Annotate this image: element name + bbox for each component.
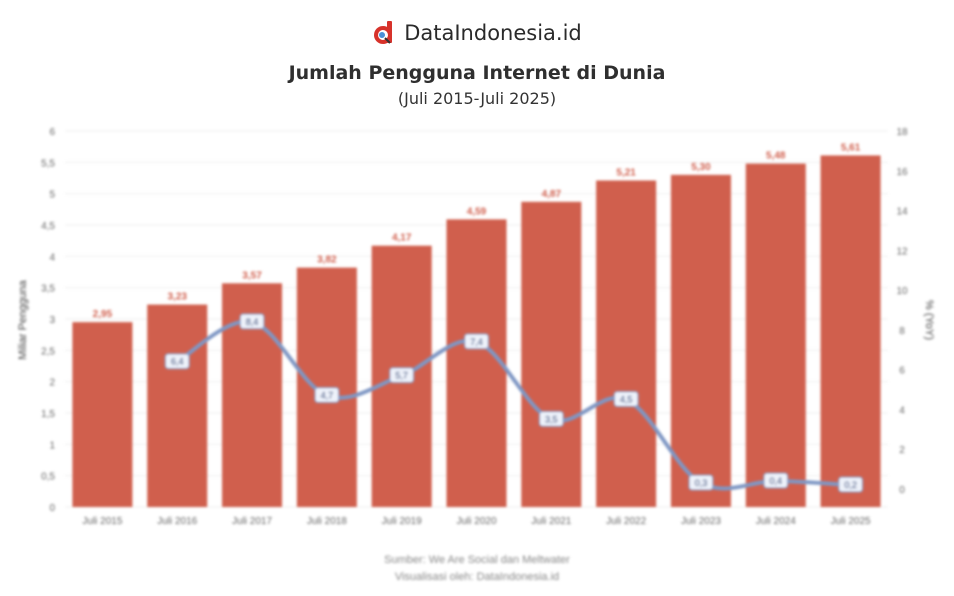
growth-line: [176, 319, 851, 491]
y-tick-label: 5: [49, 190, 55, 201]
bar: [745, 163, 806, 507]
x-tick-label: Juli 2024: [756, 516, 796, 527]
bar: [820, 155, 881, 507]
brand-header: DataIndonesia.id: [0, 20, 954, 46]
growth-point-label-box: [314, 387, 340, 404]
chart-subtitle: (Juli 2015-Juli 2025): [397, 89, 557, 108]
bar-value-label: 5,30: [691, 162, 711, 173]
y2-tick-label: 14: [896, 207, 908, 218]
growth-point-label: 7,4: [470, 337, 483, 347]
x-tick-label: Juli 2025: [831, 516, 871, 527]
x-tick-label: Juli 2023: [681, 516, 721, 527]
bar: [670, 174, 731, 507]
bar-value-label: 3,82: [317, 255, 337, 266]
x-tick-label: Juli 2019: [382, 516, 422, 527]
y-tick-label: 0: [49, 503, 55, 514]
growth-point-label: 0,4: [770, 476, 783, 486]
growth-point-label: 6,4: [171, 357, 184, 367]
y2-tick-label: 6: [899, 366, 905, 377]
bar: [521, 201, 582, 507]
dataindonesia-logo-icon: [374, 21, 393, 44]
x-tick-label: Juli 2022: [606, 516, 646, 527]
brand-name: DataIndonesia.id: [404, 21, 582, 45]
y2-tick-label: 18: [896, 127, 908, 138]
growth-point-label-box: [613, 391, 639, 407]
growth-point-label: 4,5: [620, 395, 633, 405]
growth-point-label: 0,3: [695, 478, 708, 488]
bar: [147, 304, 208, 507]
chart-footer: Sumber: We Are Social dan Meltwater Visu…: [0, 552, 954, 586]
x-tick-label: Juli 2018: [307, 516, 347, 527]
source-text: Sumber: We Are Social dan Meltwater: [384, 554, 570, 566]
growth-point-label-box: [164, 353, 190, 370]
bar: [596, 180, 657, 508]
y-tick-label: 2,5: [41, 346, 55, 357]
y-tick-label: 1,5: [41, 409, 55, 420]
growth-point-label: 5,7: [395, 371, 408, 381]
bar: [446, 219, 507, 508]
y2-tick-label: 8: [899, 326, 905, 337]
growth-point-label: 3,5: [545, 414, 558, 424]
bar-value-label: 5,21: [616, 168, 636, 179]
y-tick-label: 5,5: [41, 158, 55, 169]
bar-value-label: 2,95: [93, 309, 113, 320]
y2-tick-label: 2: [899, 445, 905, 456]
y-tick-label: 3: [49, 315, 55, 326]
x-tick-label: Juli 2017: [232, 516, 272, 527]
growth-point-label-box: [239, 313, 265, 330]
bar-value-label: 3,23: [167, 292, 187, 303]
y-tick-label: 1: [49, 440, 55, 451]
x-tick-label: Juli 2015: [82, 516, 122, 527]
growth-point-label: 4,7: [321, 391, 334, 401]
growth-point-label-box: [838, 476, 864, 493]
bar-value-label: 4,59: [467, 206, 487, 217]
x-tick-label: Juli 2020: [456, 516, 496, 527]
growth-point-label-box: [389, 367, 415, 384]
y-axis-title: Miliar Pengguna: [17, 279, 29, 359]
y2-tick-label: 0: [899, 485, 905, 496]
growth-point-label-box: [688, 474, 714, 491]
bar-value-label: 5,48: [766, 151, 786, 162]
bar-value-label: 3,57: [242, 270, 262, 281]
chart-title: Jumlah Pengguna Internet di Dunia: [288, 62, 666, 84]
bar-value-label: 5,61: [841, 142, 861, 153]
y2-tick-label: 10: [896, 286, 908, 297]
growth-point-label-box: [763, 472, 789, 489]
growth-point-label-box: [464, 333, 489, 350]
growth-point-label-box: [538, 410, 564, 427]
y-tick-label: 3,5: [41, 284, 55, 295]
y-tick-label: 4,5: [41, 221, 55, 232]
y2-tick-label: 12: [896, 246, 908, 257]
y-tick-label: 2: [49, 378, 55, 389]
bar-value-label: 4,87: [542, 189, 562, 200]
bar: [72, 322, 133, 507]
x-tick-label: Juli 2016: [157, 516, 197, 527]
y-tick-label: 4: [49, 252, 55, 263]
growth-point-label: 8,4: [246, 317, 259, 327]
y-tick-label: 6: [49, 127, 55, 138]
bar-value-label: 4,17: [392, 233, 412, 244]
y-tick-label: 0,5: [41, 472, 55, 483]
x-tick-label: Juli 2021: [531, 516, 571, 527]
y2-tick-label: 4: [899, 405, 905, 416]
growth-point-label: 0,2: [844, 480, 857, 490]
credit-text: Visualisasi oleh: DataIndonesia.id: [394, 571, 560, 583]
y2-axis-title: % (YoY): [923, 300, 935, 340]
y2-tick-label: 16: [896, 167, 908, 178]
